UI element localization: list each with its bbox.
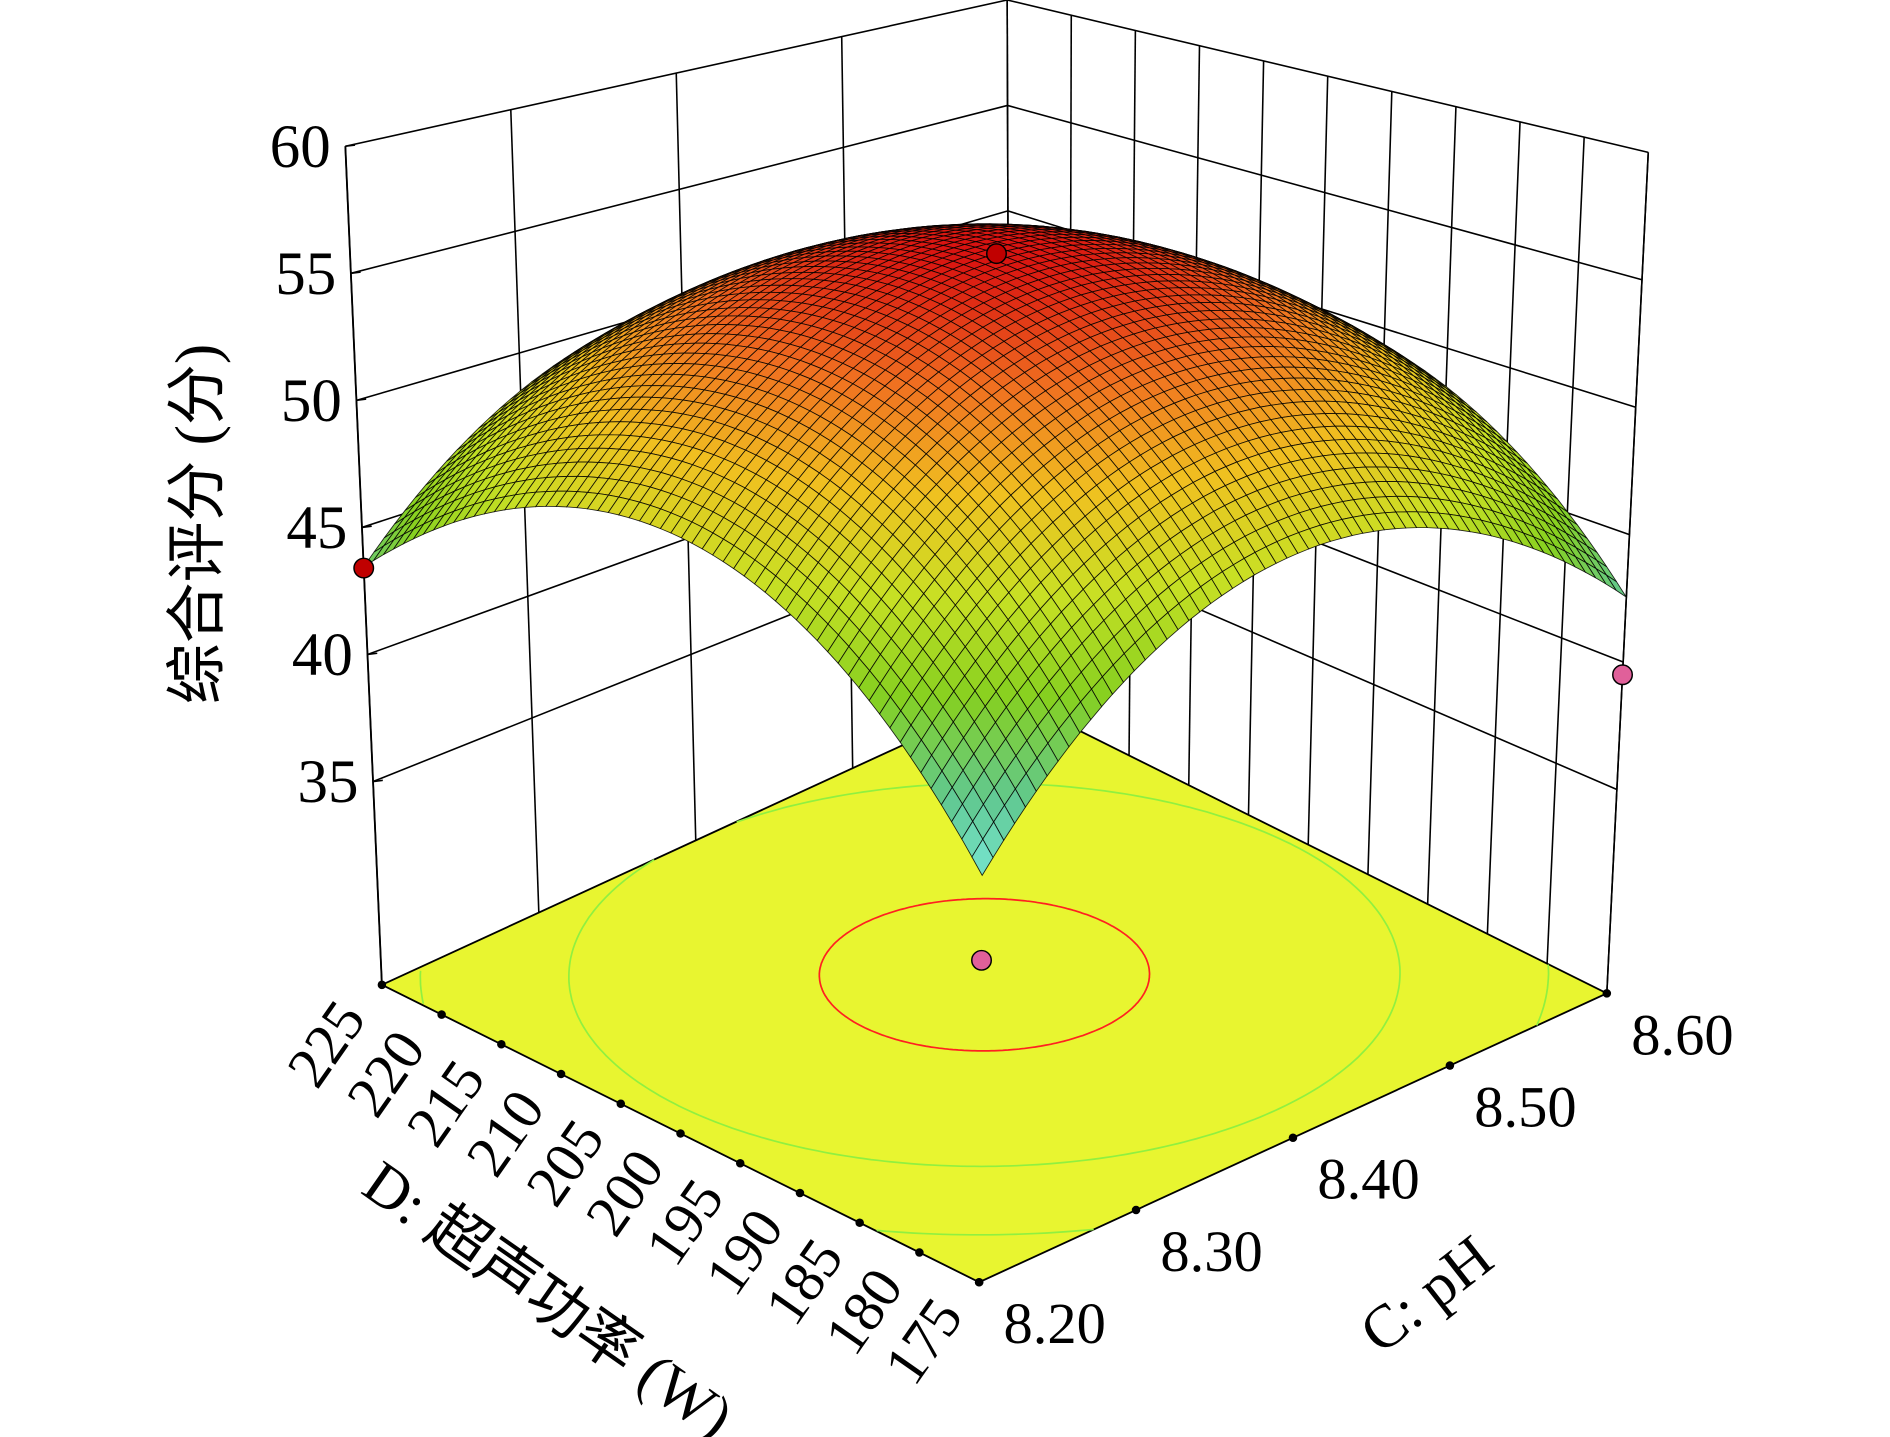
z-tick — [361, 525, 372, 529]
surface-facet — [971, 838, 994, 877]
contour-line-45 — [876, 1228, 1094, 1236]
x-tick — [915, 1248, 924, 1257]
x-tick — [437, 1010, 446, 1019]
y-tick-label: 8.60 — [1631, 1002, 1733, 1067]
contour-line-50 — [568, 782, 1401, 1168]
z-tick — [372, 779, 383, 783]
x-tick — [795, 1188, 805, 1198]
x-tick — [377, 980, 387, 990]
y-tick — [1288, 1133, 1298, 1143]
design-point — [1612, 664, 1634, 686]
z-tick-label: 40 — [292, 622, 353, 689]
y-axis-title: C: pH — [1348, 1223, 1505, 1366]
wall-gridline — [1006, 0, 1649, 154]
z-tick — [350, 271, 361, 275]
x-tick — [855, 1218, 864, 1227]
response-surface — [363, 223, 1627, 877]
wall-gridline — [345, 0, 1008, 148]
y-tick-label: 8.50 — [1474, 1075, 1576, 1140]
y-tick — [1602, 989, 1612, 998]
z-tick — [356, 398, 367, 402]
y-tick — [1445, 1061, 1455, 1070]
z-tick-label: 45 — [286, 495, 347, 562]
contour-line-55 — [818, 897, 1151, 1052]
x-tick — [556, 1069, 566, 1079]
x-tick — [497, 1040, 506, 1049]
x-tick — [735, 1158, 745, 1168]
design-point — [353, 557, 375, 579]
z-tick-label: 60 — [270, 114, 331, 181]
wall-edge — [1606, 152, 1650, 994]
z-tick — [345, 144, 356, 148]
z-axis-title: 综合评分 (分) — [164, 344, 231, 705]
design-point — [971, 949, 993, 971]
y-tick-label: 8.30 — [1160, 1219, 1262, 1284]
y-tick-label: 8.40 — [1317, 1147, 1419, 1212]
wall-gridline — [510, 109, 540, 913]
wall-gridline — [350, 104, 1008, 275]
wall-gridline — [1007, 104, 1643, 281]
z-tick-label: 35 — [297, 749, 358, 816]
z-tick-label: 50 — [281, 368, 342, 435]
y-tick — [974, 1277, 984, 1287]
y-tick — [1131, 1205, 1141, 1215]
y-tick-label: 8.20 — [1004, 1291, 1106, 1356]
z-tick-label: 55 — [275, 241, 336, 308]
design-point — [986, 243, 1007, 265]
z-tick — [367, 652, 378, 656]
contour-line-45 — [1535, 964, 1550, 1026]
x-tick — [676, 1129, 685, 1138]
x-tick — [616, 1099, 626, 1109]
design-points — [353, 243, 1634, 971]
contour-line-45 — [419, 970, 425, 1004]
